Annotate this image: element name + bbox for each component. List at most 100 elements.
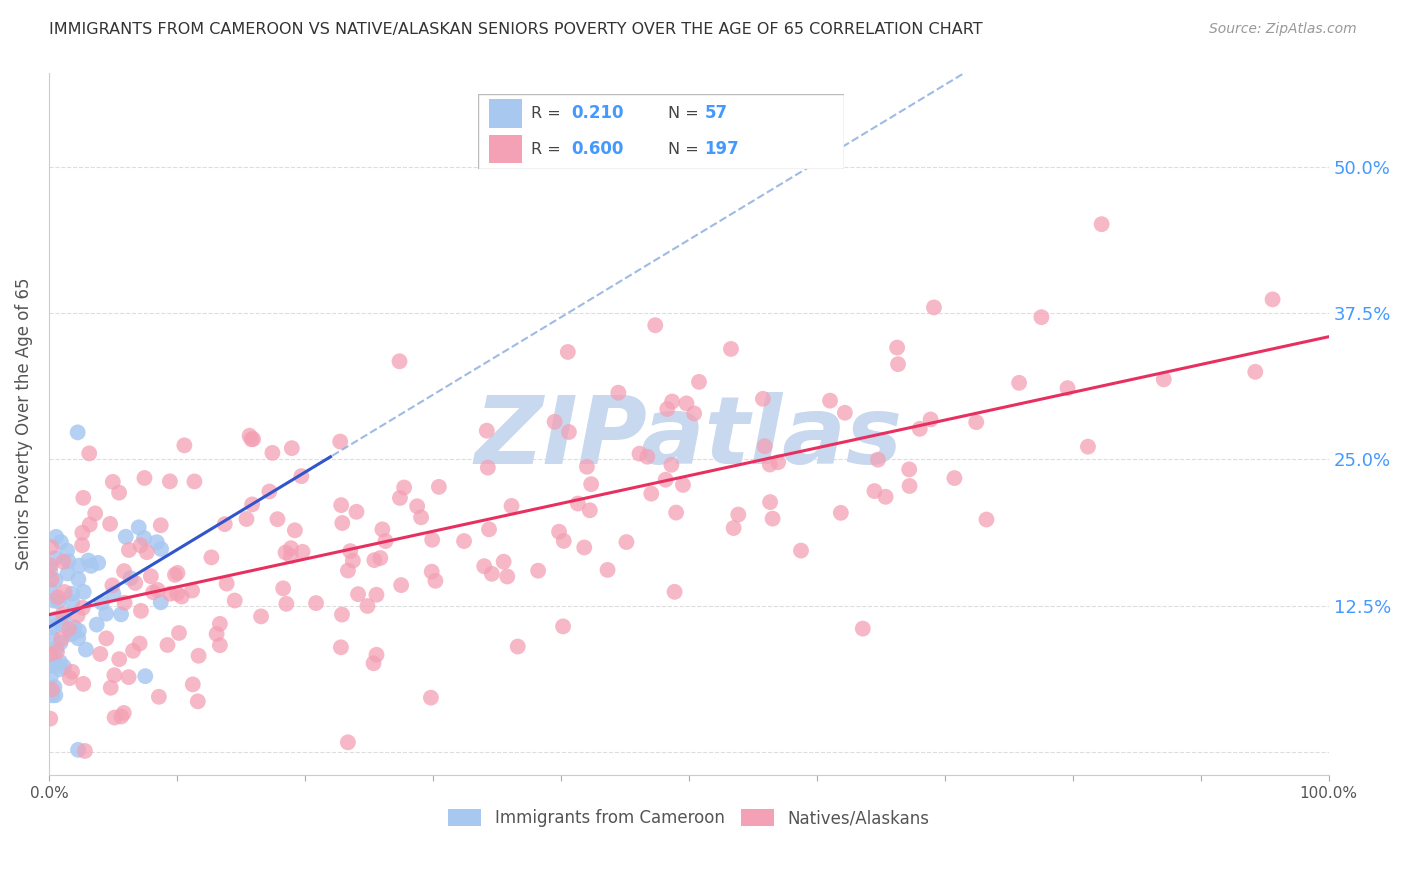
Point [110, 607, 132, 622]
Point [1244, 365, 1267, 379]
Point [114, 530, 136, 544]
Point [898, 479, 921, 493]
Point [149, 518, 172, 533]
Point [39, 684, 62, 698]
Point [342, 554, 364, 568]
Point [110, 709, 132, 723]
Text: R =: R = [531, 106, 561, 121]
Point [128, 520, 150, 534]
Point [420, 565, 443, 579]
Point [366, 648, 388, 662]
Point [53, 585, 76, 599]
Point [67, 572, 90, 586]
Point [41, 572, 63, 586]
Point [659, 458, 682, 472]
Point [159, 587, 181, 601]
Point [120, 571, 142, 585]
Point [759, 495, 782, 509]
Text: N =: N = [668, 142, 699, 156]
Point [887, 357, 910, 371]
Point [406, 500, 429, 514]
Point [834, 406, 856, 420]
Point [420, 533, 443, 547]
Point [329, 640, 352, 655]
Point [134, 471, 156, 485]
Point [1056, 381, 1078, 395]
Point [727, 508, 749, 522]
Point [215, 576, 238, 591]
Point [103, 587, 125, 601]
Point [475, 424, 498, 438]
Point [59, 671, 82, 685]
Point [363, 553, 385, 567]
Point [72, 525, 94, 540]
Point [579, 503, 602, 517]
Point [73, 744, 96, 758]
Point [148, 690, 170, 704]
Point [477, 460, 499, 475]
Point [45, 641, 67, 656]
Point [1153, 372, 1175, 386]
Point [139, 569, 162, 583]
Point [280, 549, 302, 563]
Point [187, 648, 209, 663]
Point [259, 484, 281, 499]
Point [752, 392, 775, 406]
Point [356, 599, 378, 613]
Point [118, 543, 141, 558]
Point [501, 499, 523, 513]
Point [52, 555, 75, 569]
Point [291, 545, 314, 559]
Point [688, 375, 710, 389]
Point [48, 594, 70, 608]
Point [77, 446, 100, 460]
Point [39, 712, 62, 726]
Point [46, 591, 69, 605]
Bar [489, 99, 522, 128]
Point [481, 566, 503, 581]
Point [58, 622, 80, 636]
Point [101, 475, 124, 489]
Point [205, 627, 228, 641]
Point [898, 462, 921, 476]
Point [240, 432, 263, 446]
Point [274, 545, 297, 559]
Point [77, 553, 100, 567]
Point [75, 642, 97, 657]
Point [527, 564, 550, 578]
Point [654, 473, 676, 487]
Point [129, 538, 152, 552]
Point [90, 596, 112, 610]
Point [208, 616, 231, 631]
Y-axis label: Seniors Poverty Over the Age of 65: Seniors Poverty Over the Age of 65 [15, 278, 32, 571]
Point [163, 567, 186, 582]
Point [392, 481, 415, 495]
Point [284, 524, 307, 538]
Point [366, 588, 388, 602]
Point [790, 543, 813, 558]
Point [330, 498, 353, 512]
Point [124, 576, 146, 591]
Point [166, 586, 188, 600]
Text: N =: N = [668, 106, 699, 121]
Point [60, 665, 83, 679]
Point [87, 556, 110, 570]
Point [72, 491, 94, 505]
Point [149, 595, 172, 609]
Point [52, 607, 75, 621]
Point [644, 318, 666, 333]
Point [108, 485, 131, 500]
Point [759, 458, 782, 472]
Point [42, 593, 65, 607]
Point [39, 558, 62, 573]
Point [235, 512, 257, 526]
Point [117, 670, 139, 684]
Point [49, 662, 72, 676]
Point [574, 541, 596, 555]
Point [388, 491, 411, 505]
Point [371, 522, 394, 536]
Point [818, 393, 841, 408]
Point [579, 477, 602, 491]
Point [276, 597, 298, 611]
Text: 0.210: 0.210 [571, 104, 624, 122]
